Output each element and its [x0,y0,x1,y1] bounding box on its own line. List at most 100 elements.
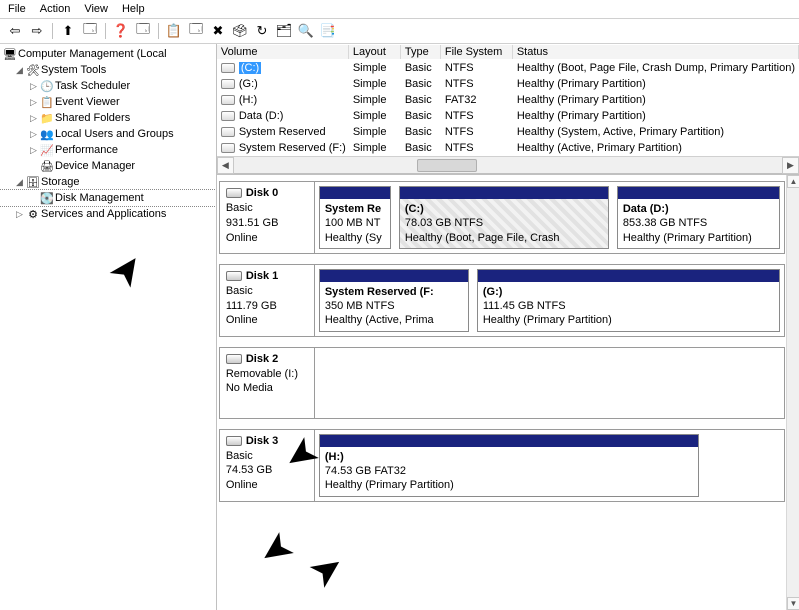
tree-root[interactable]: 🖥 Computer Management (Local [0,46,216,62]
tree-task-scheduler[interactable]: ▷ 🕒 Task Scheduler [0,78,216,94]
partition-header [320,187,390,199]
disk-info: Disk 2Removable (I:)No Media [220,348,315,418]
users-icon: 👥 [39,128,55,141]
expander-icon[interactable]: ▷ [28,97,39,108]
toolbar-button[interactable]: 🗔 [134,22,152,40]
toolbar-button[interactable]: 🗔 [187,22,205,40]
scroll-thumb[interactable] [417,159,477,172]
scroll-right-icon[interactable]: ▶ [782,157,799,174]
folder-icon: 📁 [39,112,55,125]
toolbar-button[interactable]: 📑 [319,22,337,40]
tree-label: Device Manager [55,160,135,172]
volume-status: Healthy (Active, Primary Partition) [513,141,799,155]
tree-label: Performance [55,144,118,156]
scroll-down-icon[interactable]: ▼ [787,597,799,610]
expander-icon[interactable]: ▷ [14,209,25,220]
toolbar-button[interactable]: ⇨ [28,22,46,40]
content-pane: Volume Layout Type File System Status (C… [217,44,799,610]
disk-block[interactable]: Disk 0Basic931.51 GBOnlineSystem Re100 M… [219,181,785,254]
volume-layout: Simple [349,61,401,75]
expander-icon[interactable]: ▷ [28,81,39,92]
drive-icon [221,63,235,73]
toolbar-button[interactable]: 🔍 [297,22,315,40]
partition[interactable]: (C:)78.03 GB NTFSHealthy (Boot, Page Fil… [399,186,609,249]
volume-row[interactable]: (H:)SimpleBasicFAT32Healthy (Primary Par… [217,92,799,108]
tree-local-users[interactable]: ▷ 👥 Local Users and Groups [0,126,216,142]
volume-name: (H:) [239,94,257,106]
drive-icon [221,111,235,121]
tree-device-manager[interactable]: 🖨 Device Manager [0,158,216,174]
volume-status: Healthy (System, Active, Primary Partiti… [513,125,799,139]
tree-label: Local Users and Groups [55,128,174,140]
volume-status: Healthy (Boot, Page File, Crash Dump, Pr… [513,61,799,75]
scroll-up-icon[interactable]: ▲ [787,175,799,188]
expander-icon[interactable]: ◢ [14,177,25,188]
tree-services[interactable]: ▷ ⚙ Services and Applications [0,206,216,222]
toolbar-button[interactable]: 🗔 [81,22,99,40]
volume-row[interactable]: (C:)SimpleBasicNTFSHealthy (Boot, Page F… [217,60,799,76]
expander-icon[interactable]: ▷ [28,145,39,156]
event-icon: 📋 [39,96,55,109]
toolbar-button[interactable]: ↻ [253,22,271,40]
expander-icon[interactable]: ◢ [14,65,25,76]
col-filesystem[interactable]: File System [441,45,513,59]
toolbar-button[interactable]: ✖ [209,22,227,40]
horizontal-scrollbar[interactable]: ◀ ▶ [217,156,799,173]
tree-disk-management[interactable]: 💽 Disk Management [0,190,216,206]
expander-icon[interactable]: ▷ [28,129,39,140]
partition-header [400,187,608,199]
expander-icon[interactable]: ▷ [28,113,39,124]
menu-file[interactable]: File [8,3,26,15]
volume-layout: Simple [349,93,401,107]
toolbar-button[interactable]: 📋 [165,22,183,40]
scroll-left-icon[interactable]: ◀ [217,157,234,174]
toolbar-button[interactable]: ❓ [112,22,130,40]
volume-row[interactable]: (G:)SimpleBasicNTFSHealthy (Primary Part… [217,76,799,92]
tree-system-tools[interactable]: ◢ 🛠 System Tools [0,62,216,78]
disk-block[interactable]: Disk 2Removable (I:)No Media [219,347,785,419]
disk-info: Disk 0Basic931.51 GBOnline [220,182,315,253]
tree-performance[interactable]: ▷ 📈 Performance [0,142,216,158]
partition-header [618,187,779,199]
toolbar-button[interactable]: 🗳 [231,22,249,40]
partition[interactable]: Data (D:)853.38 GB NTFSHealthy (Primary … [617,186,780,249]
volume-type: Basic [401,125,441,139]
volume-type: Basic [401,93,441,107]
menu-action[interactable]: Action [40,3,71,15]
toolbar-button[interactable]: 🗂 [275,22,293,40]
disk-block[interactable]: Disk 3Basic74.53 GBOnline (H:)74.53 GB F… [219,429,785,502]
perf-icon: 📈 [39,144,55,157]
disk-partitions [315,348,784,418]
disk-icon [226,188,242,198]
volume-row[interactable]: System Reserved (F:)SimpleBasicNTFSHealt… [217,140,799,156]
menu-help[interactable]: Help [122,3,145,15]
nav-tree: 🖥 Computer Management (Local ◢ 🛠 System … [0,44,217,610]
volume-layout: Simple [349,141,401,155]
vertical-scrollbar[interactable]: ▲ ▼ [786,175,799,610]
toolbar-button[interactable]: ⬆ [59,22,77,40]
volume-fs: NTFS [441,109,513,123]
partition[interactable]: System Re100 MB NTHealthy (Sy [319,186,391,249]
partition[interactable]: (H:)74.53 GB FAT32Healthy (Primary Parti… [319,434,699,497]
volume-row[interactable]: Data (D:)SimpleBasicNTFSHealthy (Primary… [217,108,799,124]
tools-icon: 🛠 [25,64,41,77]
tree-label: Storage [41,176,80,188]
menu-view[interactable]: View [84,3,108,15]
partition[interactable]: (G:)111.45 GB NTFSHealthy (Primary Parti… [477,269,780,332]
col-status[interactable]: Status [513,45,799,59]
tree-event-viewer[interactable]: ▷ 📋 Event Viewer [0,94,216,110]
disk-block[interactable]: Disk 1Basic111.79 GBOnlineSystem Reserve… [219,264,785,337]
col-volume[interactable]: Volume [217,45,349,59]
partition[interactable]: System Reserved (F:350 MB NTFSHealthy (A… [319,269,469,332]
tree-storage[interactable]: ◢ 🗄 Storage [0,174,216,190]
tree-shared-folders[interactable]: ▷ 📁 Shared Folders [0,110,216,126]
computer-icon: 🖥 [2,48,18,61]
col-type[interactable]: Type [401,45,441,59]
volume-list: Volume Layout Type File System Status (C… [217,44,799,174]
col-layout[interactable]: Layout [349,45,401,59]
partition-body: (C:)78.03 GB NTFSHealthy (Boot, Page Fil… [400,199,608,248]
tree-label: System Tools [41,64,106,76]
toolbar-button[interactable]: ⇦ [6,22,24,40]
volume-row[interactable]: System ReservedSimpleBasicNTFSHealthy (S… [217,124,799,140]
volume-fs: NTFS [441,141,513,155]
